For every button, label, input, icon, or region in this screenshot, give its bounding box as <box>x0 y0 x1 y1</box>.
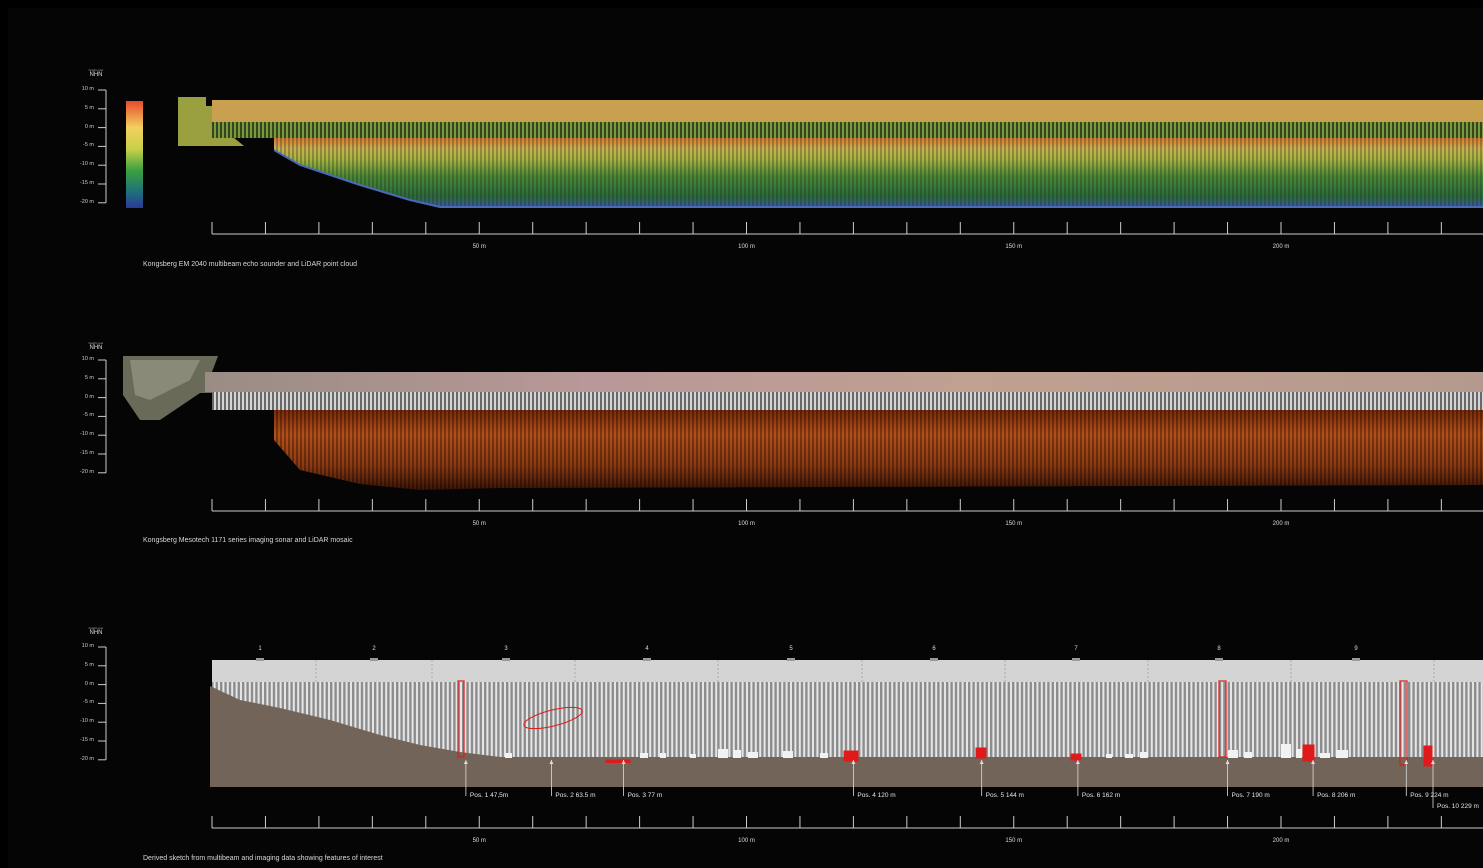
elevation-tick-label: -10 m <box>79 161 94 168</box>
elevation-tick-label: -5 m <box>83 412 94 419</box>
elevation-tick-label: 5 m <box>84 104 94 111</box>
bollard-marker <box>1352 658 1360 661</box>
distance-label: 100 m <box>738 521 755 527</box>
position-arrowhead <box>1431 760 1436 764</box>
elevation-tick-label: -15 m <box>79 737 94 743</box>
elevation-tick-label: -10 m <box>79 718 94 725</box>
elevation-tick-label: 0 m <box>84 393 94 400</box>
position-label: Pos. 4 120 m <box>857 792 896 799</box>
bollard-marker <box>643 658 651 661</box>
distance-label: 200 m <box>1272 838 1290 844</box>
elevation-tick-label: -20 m <box>79 755 94 762</box>
bollard-marker <box>502 658 510 661</box>
position-label: Pos. 6 162 m <box>1081 792 1121 799</box>
panel3-axis-title: height over NHN <box>88 626 104 636</box>
section-label: 2 <box>372 646 376 652</box>
position-arrowhead <box>1404 760 1409 764</box>
position-arrowhead <box>621 760 626 764</box>
elevation-tick-label: 0 m <box>84 123 94 130</box>
section-label: 8 <box>1217 646 1221 652</box>
distance-label: 200 m <box>1272 244 1290 250</box>
elevation-tick-label: -10 m <box>79 431 94 438</box>
section-label: 9 <box>1354 646 1358 652</box>
position-label: Pos. 9 224 m <box>1410 792 1449 799</box>
position-label: Pos. 3 77 m <box>627 792 663 799</box>
bollard-marker <box>1215 658 1223 661</box>
position-label: Pos. 2 63.5 m <box>555 792 596 799</box>
panel2-axis-title: height over NHN <box>88 341 104 351</box>
panel1-caption: Kongsberg EM 2040 multibeam echo sounder… <box>143 261 358 268</box>
position-arrowhead <box>549 760 554 764</box>
position-label: Pos. 1 47,5m <box>469 792 509 799</box>
elevation-tick-label: -15 m <box>79 180 94 186</box>
section-label: 6 <box>932 646 936 652</box>
distance-label: 200 m <box>1272 521 1290 527</box>
position-arrowhead <box>1225 760 1230 764</box>
position-label: Pos. 10 229 m <box>1437 803 1479 810</box>
section-label: 5 <box>789 646 793 652</box>
elevation-tick-label: -5 m <box>83 699 94 706</box>
distance-label: 100 m <box>738 244 755 250</box>
elevation-tick-label: 5 m <box>84 661 94 668</box>
elevation-tick-label: -5 m <box>83 142 94 149</box>
distance-label: 50 m <box>472 244 486 250</box>
elevation-tick-label: -20 m <box>79 198 94 205</box>
elevation-tick-label: 0 m <box>84 680 94 687</box>
bollard-marker <box>370 658 378 661</box>
section-label: 1 <box>258 646 262 652</box>
section-label: 3 <box>504 646 508 652</box>
elevation-tick-label: -20 m <box>79 468 94 475</box>
distance-label: 150 m <box>1005 521 1023 527</box>
bollard-marker <box>1072 658 1080 661</box>
position-arrowhead <box>851 760 856 764</box>
position-arrowhead <box>1075 760 1080 764</box>
panel2-caption: Kongsberg Mesotech 1171 series imaging s… <box>143 537 353 544</box>
panel1-axis-title: height over NHN <box>88 68 104 78</box>
position-arrowhead <box>1311 760 1316 764</box>
distance-label: 150 m <box>1005 838 1023 844</box>
elevation-colorbar <box>126 101 143 208</box>
position-label: Pos. 7 190 m <box>1231 792 1270 799</box>
position-arrowhead <box>463 760 468 764</box>
distance-label: 50 m <box>472 521 486 527</box>
bollard-marker <box>256 658 264 661</box>
elevation-tick-label: 10 m <box>81 86 94 92</box>
distance-label: 100 m <box>738 838 755 844</box>
section-label: 7 <box>1074 646 1078 652</box>
elevation-tick-label: -15 m <box>79 450 94 456</box>
position-label: Pos. 8 206 m <box>1317 792 1356 799</box>
distance-label: 50 m <box>472 838 486 844</box>
elevation-tick-label: 10 m <box>81 643 94 649</box>
feature-ellipse <box>523 706 583 730</box>
position-label: Pos. 5 144 m <box>985 792 1024 799</box>
elevation-tick-label: 5 m <box>84 374 94 381</box>
distance-label: 150 m <box>1005 244 1023 250</box>
panel3-caption: Derived sketch from multibeam and imagin… <box>143 855 383 862</box>
bollard-marker <box>787 658 795 661</box>
elevation-tick-label: 10 m <box>81 356 94 362</box>
section-label: 4 <box>645 646 649 652</box>
position-arrowhead <box>979 760 984 764</box>
bollard-marker <box>930 658 938 661</box>
